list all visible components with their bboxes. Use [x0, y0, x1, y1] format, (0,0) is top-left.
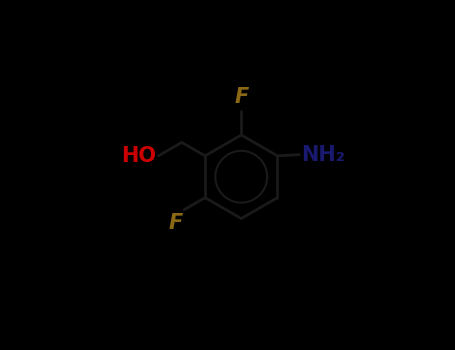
Text: F: F — [234, 88, 248, 107]
Text: HO: HO — [121, 146, 156, 166]
Text: NH₂: NH₂ — [301, 145, 344, 164]
Text: F: F — [168, 213, 183, 233]
